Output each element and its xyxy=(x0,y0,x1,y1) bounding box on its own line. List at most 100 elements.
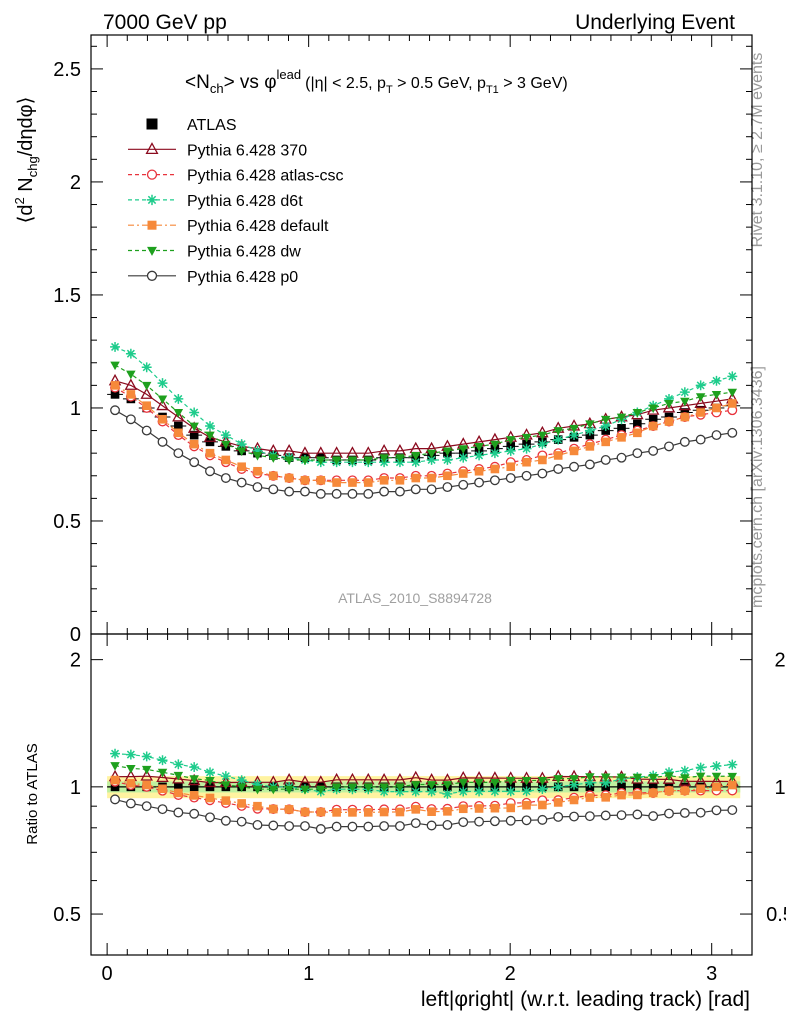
data-point xyxy=(141,362,152,373)
data-point xyxy=(205,431,215,441)
data-point xyxy=(506,462,516,472)
data-point xyxy=(141,381,152,391)
data-point xyxy=(617,424,626,433)
legend-label: Pythia 6.428 atlas-csc xyxy=(187,168,344,185)
ratio-point xyxy=(189,808,200,819)
data-point xyxy=(110,381,120,390)
ratio-point xyxy=(173,807,184,818)
ratio-point xyxy=(173,771,184,781)
data-point xyxy=(284,473,294,483)
data-point xyxy=(426,455,437,465)
ratio-point xyxy=(300,821,310,831)
data-point xyxy=(632,448,643,459)
ratio-point xyxy=(237,799,246,808)
data-point xyxy=(648,404,658,414)
y-ticks-main: 0 0.5 1 1.5 2 2.5 xyxy=(53,45,752,646)
y-tick-label: 2.5 xyxy=(53,59,81,81)
ratio-point xyxy=(332,808,341,817)
ratio-point xyxy=(601,793,610,802)
data-point xyxy=(505,473,516,483)
data-point xyxy=(522,457,531,467)
data-point xyxy=(125,348,136,359)
ratio-point xyxy=(173,759,184,770)
data-point xyxy=(410,484,421,495)
ratio-point xyxy=(140,769,153,781)
ratio-point xyxy=(569,795,579,805)
ratio-point xyxy=(236,775,247,786)
data-point xyxy=(157,378,168,389)
ratio-point xyxy=(443,807,452,816)
data-point xyxy=(664,441,674,452)
ratio-point xyxy=(616,773,627,783)
ratio-point xyxy=(410,818,421,829)
ratio-point xyxy=(253,801,262,811)
ratio-point xyxy=(585,773,595,782)
ratio-point xyxy=(411,805,421,814)
data-point xyxy=(711,390,722,400)
ratio-point xyxy=(174,782,183,792)
data-point xyxy=(173,409,184,418)
ratio-point xyxy=(569,811,579,822)
data-point xyxy=(458,469,468,478)
ratio-point xyxy=(411,781,421,790)
ratio-point xyxy=(315,824,326,834)
ratio-frame xyxy=(90,633,753,956)
ratio-point xyxy=(489,786,500,797)
ratio-point xyxy=(394,821,405,831)
data-point xyxy=(648,421,658,431)
ratio-point xyxy=(664,808,674,819)
ratio-point xyxy=(522,800,531,810)
ratio-point xyxy=(489,816,500,827)
header-right: Underlying Event xyxy=(575,11,735,34)
data-point xyxy=(648,445,659,456)
ratio-point xyxy=(172,772,185,784)
data-point xyxy=(331,456,342,466)
x-ticks: 0 1 2 3 xyxy=(102,35,733,985)
ratio-point xyxy=(711,805,722,816)
ratio-point xyxy=(648,811,659,822)
data-point xyxy=(474,477,485,488)
data-point xyxy=(569,461,579,472)
data-point xyxy=(124,378,138,390)
series-line xyxy=(114,364,733,461)
data-point xyxy=(300,475,310,485)
ratio-point xyxy=(284,805,294,814)
data-point xyxy=(141,425,152,436)
ratio-point xyxy=(126,764,136,774)
ratio-point xyxy=(347,821,358,832)
data-point xyxy=(411,473,421,483)
data-point xyxy=(553,434,564,445)
data-point xyxy=(237,462,246,472)
data-point xyxy=(140,387,153,399)
data-point xyxy=(442,447,453,457)
data-point xyxy=(284,486,295,497)
data-point xyxy=(331,488,342,499)
ratio-point xyxy=(617,782,626,792)
data-point xyxy=(126,390,136,399)
data-point xyxy=(458,445,468,454)
series-4-main xyxy=(110,381,737,487)
ratio-point xyxy=(585,793,595,802)
ratio-point xyxy=(521,786,532,797)
ratio-point xyxy=(426,781,437,790)
ratio-point xyxy=(157,755,168,766)
legend-label: Pythia 6.428 370 xyxy=(187,142,307,159)
y-tick-label: 0.5 xyxy=(53,511,81,533)
data-point xyxy=(711,375,722,386)
ratio-point xyxy=(679,765,690,776)
ratio-point xyxy=(442,820,453,830)
legend-label: Pythia 6.428 default xyxy=(187,218,329,235)
legend-entry: Pythia 6.428 default xyxy=(128,218,329,235)
ratio-point xyxy=(553,811,564,822)
ratio-point xyxy=(379,783,389,793)
data-point xyxy=(236,447,247,457)
watermark: ATLAS_2010_S8894728 xyxy=(338,590,492,606)
data-point xyxy=(600,421,611,431)
data-point xyxy=(220,430,231,441)
data-point xyxy=(189,422,199,432)
data-point xyxy=(379,486,390,497)
data-point xyxy=(300,486,310,497)
data-point xyxy=(521,433,532,443)
ratio-line xyxy=(114,779,733,813)
main-plot-area: 0 0.5 1 1.5 2 2.5 xyxy=(53,34,753,646)
